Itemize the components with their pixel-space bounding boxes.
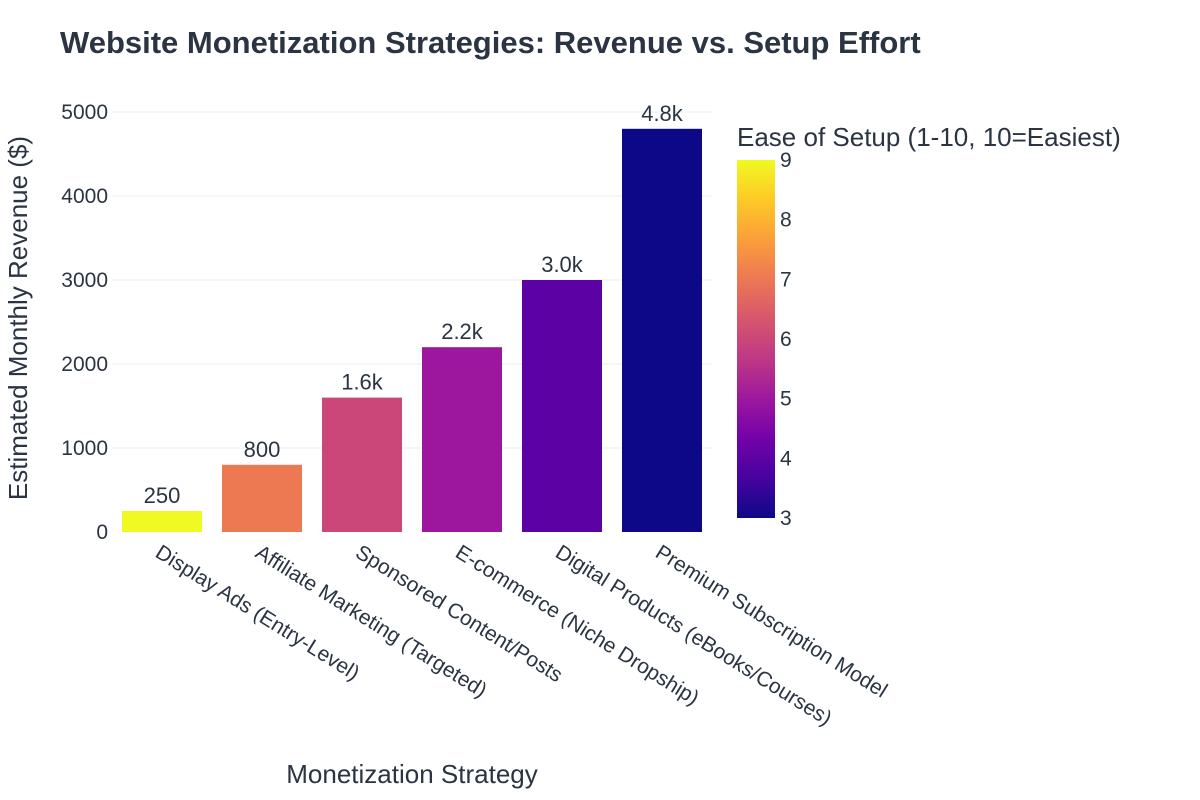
bar-value-label: 3.0k <box>541 252 584 277</box>
colorbar-tick-label: 8 <box>780 209 792 232</box>
y-tick-label: 4000 <box>61 185 108 208</box>
y-tick-label: 2000 <box>61 353 108 376</box>
y-tick-label: 1000 <box>61 437 108 460</box>
colorbar-tick-label: 4 <box>780 447 792 470</box>
y-tick-label: 3000 <box>61 269 108 292</box>
bar <box>622 128 702 533</box>
bar-value-label: 250 <box>144 483 181 508</box>
colorbar-tick-label: 6 <box>780 328 792 351</box>
colorbar: Ease of Setup (1-10, 10=Easiest) 3 4 5 6 7 8 9 <box>737 122 1121 530</box>
bar-value-label: 4.8k <box>641 101 684 126</box>
colorbar-tick-label: 9 <box>780 149 792 172</box>
gridlines <box>112 111 712 449</box>
bars <box>122 128 702 533</box>
y-axis-ticks: 0 1000 2000 3000 4000 5000 <box>61 101 108 544</box>
colorbar-title: Ease of Setup (1-10, 10=Easiest) <box>737 122 1121 152</box>
bar-labels: 250 800 1.6k 2.2k 3.0k 4.8k <box>144 101 684 508</box>
chart-title: Website Monetization Strategies: Revenue… <box>60 25 921 60</box>
bar <box>122 511 202 532</box>
y-tick-label: 5000 <box>61 101 108 124</box>
colorbar-tick-label: 7 <box>780 268 792 291</box>
bar <box>522 280 602 532</box>
x-axis-ticks: Display Ads (Entry-Level)Affiliate Marke… <box>151 541 891 731</box>
x-axis-title: Monetization Strategy <box>286 759 537 789</box>
colorbar-ticks: 3 4 5 6 7 8 9 <box>780 149 792 530</box>
colorbar-gradient <box>737 160 775 518</box>
bar-value-label: 2.2k <box>441 319 484 344</box>
bar-value-label: 1.6k <box>341 370 384 395</box>
colorbar-tick-label: 3 <box>780 507 792 530</box>
y-tick-label: 0 <box>96 521 108 544</box>
bar <box>322 397 402 532</box>
colorbar-tick-label: 5 <box>780 388 792 411</box>
bar-value-label: 800 <box>244 437 281 462</box>
y-axis-title: Estimated Monthly Revenue ($) <box>3 136 33 500</box>
bar <box>422 347 502 532</box>
bar <box>222 464 302 532</box>
